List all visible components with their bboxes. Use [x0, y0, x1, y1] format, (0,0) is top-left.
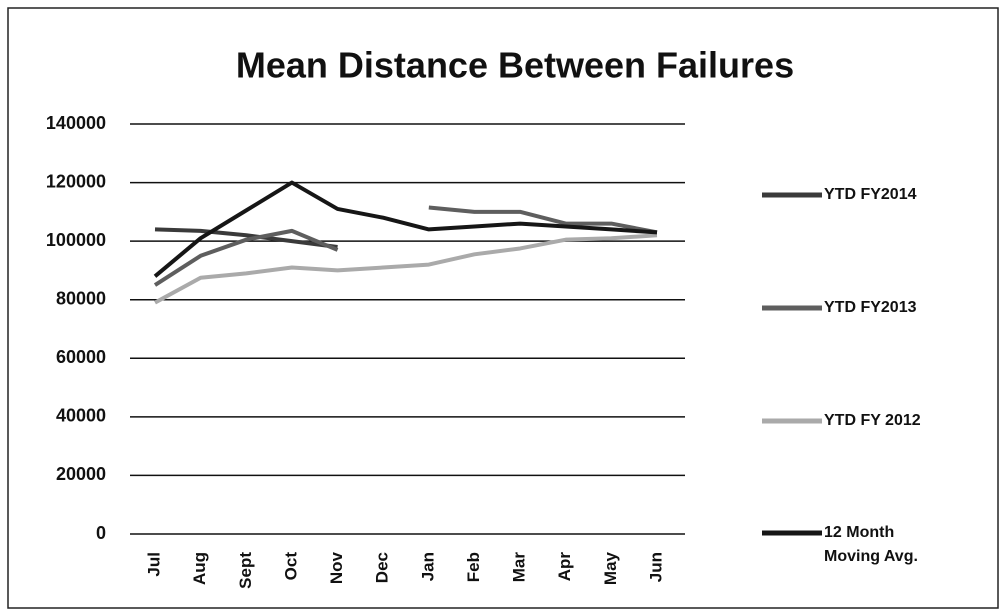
y-tick-label: 40000	[56, 406, 106, 426]
series-line	[154, 233, 658, 305]
x-tick-label: Mar	[510, 552, 529, 583]
legend-label: YTD FY 2012	[824, 412, 921, 429]
series-line	[153, 180, 658, 278]
series-line	[428, 205, 658, 235]
x-tick-label: Feb	[464, 552, 483, 582]
y-tick-label: 80000	[56, 288, 106, 308]
x-tick-label: Oct	[281, 552, 300, 581]
y-tick-label: 0	[96, 523, 106, 543]
x-tick-label: Apr	[555, 552, 574, 582]
chart-title: Mean Distance Between Failures	[236, 45, 794, 86]
x-tick-label: Aug	[190, 552, 209, 585]
series-line	[153, 228, 339, 287]
x-tick-label: Jan	[418, 552, 437, 581]
x-tick-label: Jul	[144, 552, 163, 577]
x-tick-label: Dec	[373, 552, 392, 583]
y-tick-label: 120000	[46, 171, 106, 191]
legend-label: 12 Month Moving Avg.	[824, 524, 918, 565]
x-tick-label: Nov	[327, 551, 346, 584]
y-tick-label: 140000	[46, 113, 106, 133]
x-tick-label: Jun	[646, 552, 665, 582]
x-tick-label: May	[601, 551, 620, 585]
legend-label: YTD FY2014	[824, 186, 917, 203]
chart-border	[7, 7, 999, 609]
y-tick-label: 20000	[56, 464, 106, 484]
series-line	[154, 227, 338, 249]
legend-label: YTD FY2013	[824, 299, 917, 316]
y-tick-label: 60000	[56, 347, 106, 367]
y-tick-label: 100000	[46, 230, 106, 250]
x-tick-label: Sept	[236, 552, 255, 589]
